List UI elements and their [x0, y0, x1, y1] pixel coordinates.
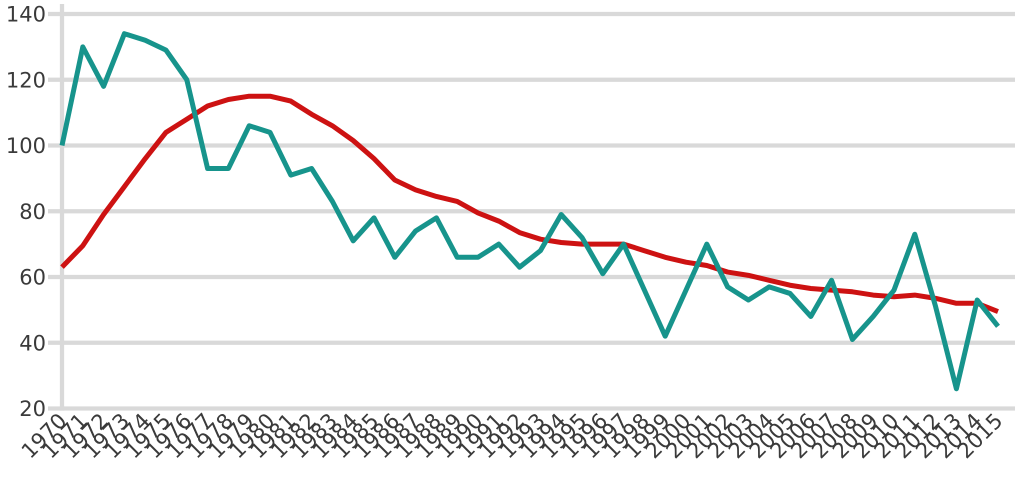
series-line-red-trend-line — [60, 93, 999, 314]
y-tick-label-140: 140 — [6, 3, 46, 27]
y-tick-label-80: 80 — [19, 200, 46, 224]
y-tick-label-120: 120 — [6, 68, 46, 92]
series-line-teal-annual-line — [59, 31, 1000, 392]
y-tick-label-60: 60 — [19, 266, 46, 290]
y-tick-label-20: 20 — [19, 397, 46, 421]
y-tick-label-40: 40 — [19, 331, 46, 355]
y-tick-label-100: 100 — [6, 134, 46, 158]
